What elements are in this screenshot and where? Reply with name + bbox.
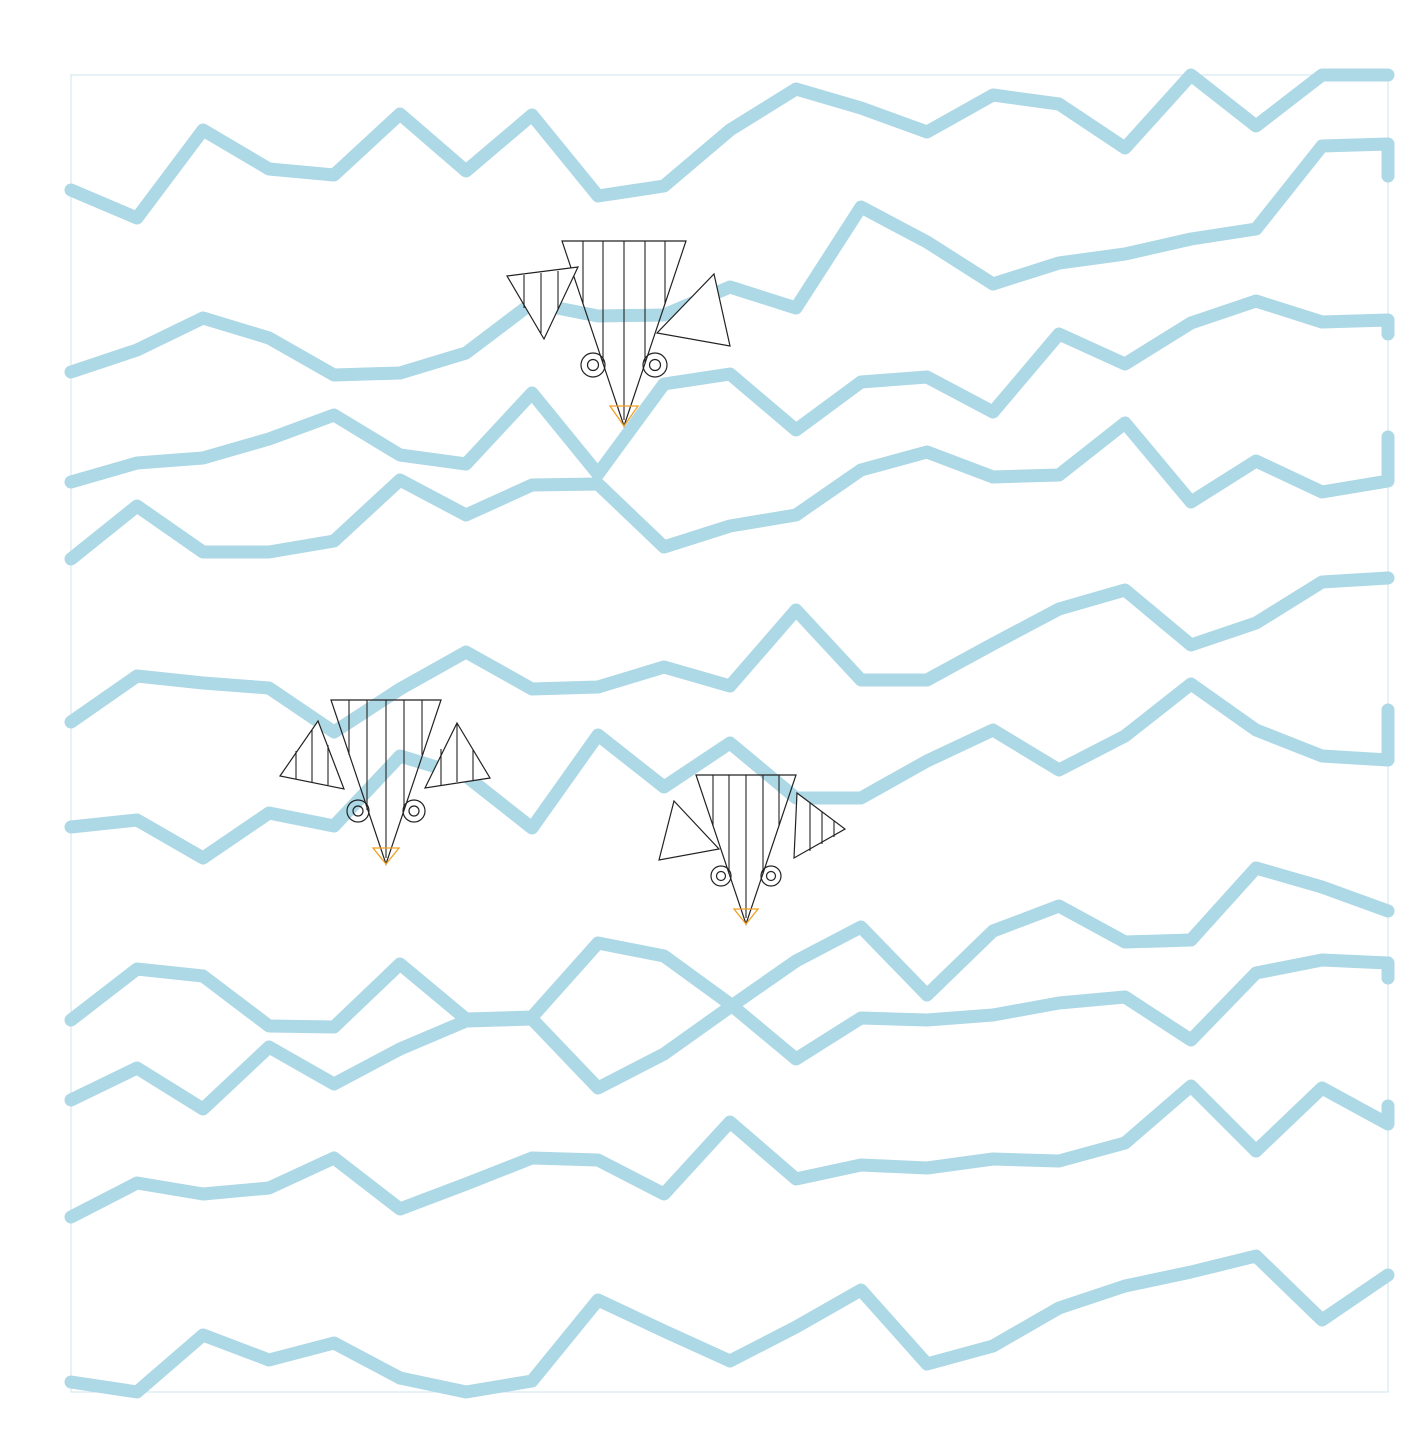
right-wing-hatching <box>809 803 835 851</box>
wave-line-9 <box>64 1079 1395 1224</box>
left-eye-outer <box>580 352 606 378</box>
eyes <box>346 799 426 823</box>
body-hatching <box>348 700 423 858</box>
right-eye-inner <box>408 805 420 817</box>
left-wing <box>658 799 721 861</box>
wave-line-6 <box>64 677 1395 865</box>
left-eye-inner <box>352 805 364 817</box>
left-eye-outer <box>346 799 370 823</box>
right-eye-inner <box>648 358 662 372</box>
left-eye-inner <box>715 870 727 882</box>
right-wing <box>793 791 847 860</box>
bird-icon <box>278 699 491 866</box>
right-eye-outer <box>402 799 426 823</box>
wave-line-4 <box>64 416 1395 566</box>
beak <box>608 405 640 428</box>
right-eye-outer <box>760 865 782 887</box>
bird-icon <box>658 774 847 926</box>
right-eye-inner <box>765 870 777 882</box>
body-hatching <box>582 241 666 420</box>
left-wing-hatching <box>295 730 329 785</box>
wave-line-3 <box>64 294 1395 489</box>
wave-line-10 <box>64 1249 1395 1399</box>
right-wing-hatching <box>440 723 474 785</box>
eyes <box>710 865 782 887</box>
wave-line-2 <box>64 137 1395 382</box>
beak <box>371 847 401 866</box>
wave-line-7 <box>64 936 1395 1066</box>
waves-group <box>64 68 1395 1399</box>
body-hatching <box>712 775 780 918</box>
beak <box>732 908 760 926</box>
right-wing <box>655 272 731 347</box>
right-eye-outer <box>642 352 668 378</box>
left-wing <box>506 266 580 341</box>
left-eye-inner <box>586 358 600 372</box>
eyes <box>580 352 668 378</box>
wave-line-8 <box>64 861 1395 1116</box>
wave-line-5 <box>64 571 1395 739</box>
wave-line-1 <box>64 68 1395 225</box>
bird-icon <box>506 240 731 428</box>
left-eye-outer <box>710 865 732 887</box>
left-wing-hatching <box>523 271 559 333</box>
